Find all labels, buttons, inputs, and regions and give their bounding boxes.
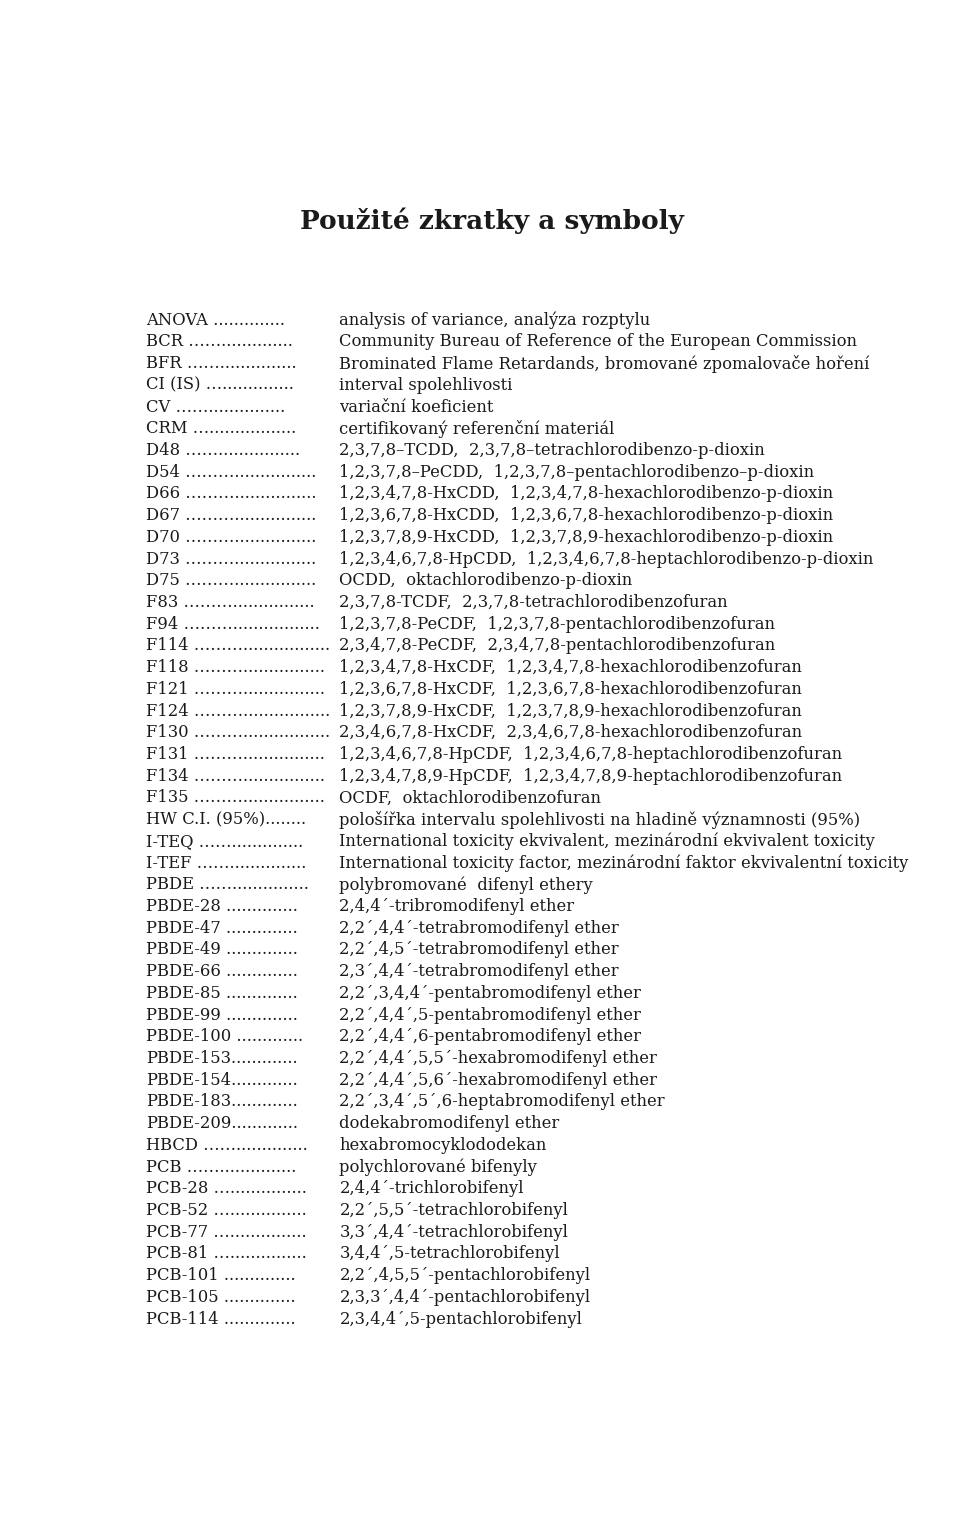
Text: 2,2´,4,5´-tetrabromodifenyl ether: 2,2´,4,5´-tetrabromodifenyl ether (340, 941, 619, 958)
Text: D73 ………................: D73 ………................ (146, 551, 316, 567)
Text: 2,2´,3,4,4´-pentabromodifenyl ether: 2,2´,3,4,4´-pentabromodifenyl ether (340, 985, 641, 1002)
Text: PBDE-66 ..............: PBDE-66 .............. (146, 964, 298, 980)
Text: 2,3,4,6,7,8-HxCDF,  2,3,4,6,7,8-hexachlorodibenzofuran: 2,3,4,6,7,8-HxCDF, 2,3,4,6,7,8-hexachlor… (340, 725, 803, 741)
Text: 1,2,3,4,7,8-HxCDD,  1,2,3,4,7,8-hexachlorodibenzo-p-dioxin: 1,2,3,4,7,8-HxCDD, 1,2,3,4,7,8-hexachlor… (340, 486, 833, 502)
Text: variační koeficient: variační koeficient (340, 398, 493, 416)
Text: 2,2´,4,4´-tetrabromodifenyl ether: 2,2´,4,4´-tetrabromodifenyl ether (340, 920, 619, 937)
Text: BFR ……...............: BFR ……............... (146, 356, 297, 372)
Text: F94 ……….................: F94 ………................. (146, 616, 320, 632)
Text: PBDE-49 ..............: PBDE-49 .............. (146, 941, 298, 958)
Text: International toxicity ekvivalent, mezinárodní ekvivalent toxicity: International toxicity ekvivalent, mezin… (340, 832, 876, 850)
Text: 1,2,3,7,8,9-HxCDF,  1,2,3,7,8,9-hexachlorodibenzofuran: 1,2,3,7,8,9-HxCDF, 1,2,3,7,8,9-hexachlor… (340, 702, 803, 720)
Text: PBDE-47 ..............: PBDE-47 .............. (146, 920, 298, 937)
Text: PBDE-28 ..............: PBDE-28 .............. (146, 899, 298, 915)
Text: polybromované  difenyl ethery: polybromované difenyl ethery (340, 876, 593, 894)
Text: 2,4,4´-tribromodifenyl ether: 2,4,4´-tribromodifenyl ether (340, 899, 575, 915)
Text: 2,2´,4,4´,5-pentabromodifenyl ether: 2,2´,4,4´,5-pentabromodifenyl ether (340, 1006, 641, 1023)
Text: PCB ……...............: PCB ……............... (146, 1159, 297, 1176)
Text: F135 ………................: F135 ………................ (146, 790, 324, 806)
Text: dodekabromodifenyl ether: dodekabromodifenyl ether (340, 1115, 560, 1132)
Text: 1,2,3,7,8,9-HxCDD,  1,2,3,7,8,9-hexachlorodibenzo-p-dioxin: 1,2,3,7,8,9-HxCDD, 1,2,3,7,8,9-hexachlor… (340, 530, 833, 546)
Text: 3,3´,4,4´-tetrachlorobifenyl: 3,3´,4,4´-tetrachlorobifenyl (340, 1224, 568, 1241)
Text: 2,3´,4,4´-tetrabromodifenyl ether: 2,3´,4,4´-tetrabromodifenyl ether (340, 964, 619, 980)
Text: PCB-114 ..............: PCB-114 .............. (146, 1310, 296, 1327)
Text: 2,2´,3,4´,5´,6-heptabromodifenyl ether: 2,2´,3,4´,5´,6-heptabromodifenyl ether (340, 1094, 665, 1111)
Text: 2,3,7,8-TCDF,  2,3,7,8-tetrachlorodibenzofuran: 2,3,7,8-TCDF, 2,3,7,8-tetrachlorodibenzo… (340, 595, 728, 611)
Text: 1,2,3,7,8-PeCDF,  1,2,3,7,8-pentachlorodibenzofuran: 1,2,3,7,8-PeCDF, 1,2,3,7,8-pentachlorodi… (340, 616, 776, 632)
Text: F83 ………................: F83 ………................ (146, 595, 315, 611)
Text: D70 ………................: D70 ………................ (146, 530, 317, 546)
Text: PCB-52 …...............: PCB-52 …............... (146, 1201, 307, 1219)
Text: PCB-77 …...............: PCB-77 …............... (146, 1224, 306, 1241)
Text: CV ……...............: CV ……............... (146, 398, 285, 416)
Text: 2,2´,4,4´,5,6´-hexabromodifenyl ether: 2,2´,4,4´,5,6´-hexabromodifenyl ether (340, 1071, 658, 1089)
Text: D54 ………................: D54 ………................ (146, 463, 317, 481)
Text: Použité zkratky a symboly: Použité zkratky a symboly (300, 207, 684, 233)
Text: F114 ……….................: F114 ………................. (146, 637, 330, 655)
Text: 2,3,4,4´,5-pentachlorobifenyl: 2,3,4,4´,5-pentachlorobifenyl (340, 1310, 583, 1327)
Text: OCDF,  oktachlorodibenzofuran: OCDF, oktachlorodibenzofuran (340, 790, 602, 806)
Text: D66 ………................: D66 ………................ (146, 486, 317, 502)
Text: F124 ……….................: F124 ………................. (146, 702, 330, 720)
Text: 1,2,3,4,6,7,8-HpCDD,  1,2,3,4,6,7,8-heptachlorodibenzo-p-dioxin: 1,2,3,4,6,7,8-HpCDD, 1,2,3,4,6,7,8-hepta… (340, 551, 874, 567)
Text: PBDE ……...............: PBDE ……............... (146, 876, 309, 893)
Text: 2,2´,4,5,5´-pentachlorobifenyl: 2,2´,4,5,5´-pentachlorobifenyl (340, 1266, 590, 1285)
Text: PBDE-183.............: PBDE-183............. (146, 1094, 298, 1111)
Text: HW C.I. (95%)........: HW C.I. (95%)........ (146, 811, 306, 828)
Text: 1,2,3,7,8–PeCDD,  1,2,3,7,8–pentachlorodibenzo–p-dioxin: 1,2,3,7,8–PeCDD, 1,2,3,7,8–pentachlorodi… (340, 463, 815, 481)
Text: F118 ………................: F118 ………................ (146, 660, 325, 676)
Text: BCR ……..............: BCR …….............. (146, 333, 293, 351)
Text: analysis of variance, analýza rozptylu: analysis of variance, analýza rozptylu (340, 312, 651, 328)
Text: International toxicity factor, mezinárodní faktor ekvivalentní toxicity: International toxicity factor, mezinárod… (340, 855, 909, 871)
Text: Brominated Flame Retardands, bromované zpomalovače hoření: Brominated Flame Retardands, bromované z… (340, 354, 870, 372)
Text: PCB-81 …...............: PCB-81 …............... (146, 1245, 307, 1262)
Text: D48 ……................: D48 ……................ (146, 442, 300, 458)
Text: PBDE-154.............: PBDE-154............. (146, 1071, 298, 1089)
Text: PBDE-99 ..............: PBDE-99 .............. (146, 1006, 298, 1023)
Text: 2,2´,5,5´-tetrachlorobifenyl: 2,2´,5,5´-tetrachlorobifenyl (340, 1201, 568, 1219)
Text: 2,4,4´-trichlorobifenyl: 2,4,4´-trichlorobifenyl (340, 1180, 524, 1197)
Text: PBDE-85 ..............: PBDE-85 .............. (146, 985, 298, 1002)
Text: hexabromocyklododekan: hexabromocyklododekan (340, 1136, 547, 1154)
Text: 2,2´,4,4´,6-pentabromodifenyl ether: 2,2´,4,4´,6-pentabromodifenyl ether (340, 1029, 641, 1045)
Text: ANOVA ..............: ANOVA .............. (146, 312, 285, 328)
Text: CRM ….................: CRM …................. (146, 421, 297, 437)
Text: PBDE-209.............: PBDE-209............. (146, 1115, 298, 1132)
Text: OCDD,  oktachlorodibenzo-p-dioxin: OCDD, oktachlorodibenzo-p-dioxin (340, 572, 633, 589)
Text: 1,2,3,4,7,8-HxCDF,  1,2,3,4,7,8-hexachlorodibenzofuran: 1,2,3,4,7,8-HxCDF, 1,2,3,4,7,8-hexachlor… (340, 660, 803, 676)
Text: D67 ………................: D67 ………................ (146, 507, 317, 523)
Text: 3,4,4´,5-tetrachlorobifenyl: 3,4,4´,5-tetrachlorobifenyl (340, 1245, 560, 1262)
Text: 1,2,3,4,7,8,9-HpCDF,  1,2,3,4,7,8,9-heptachlorodibenzofuran: 1,2,3,4,7,8,9-HpCDF, 1,2,3,4,7,8,9-hepta… (340, 767, 843, 785)
Text: pološířka intervalu spolehlivosti na hladině významnosti (95%): pološířka intervalu spolehlivosti na hla… (340, 811, 860, 829)
Text: D75 ………................: D75 ………................ (146, 572, 316, 589)
Text: PCB-101 ..............: PCB-101 .............. (146, 1266, 296, 1285)
Text: 1,2,3,4,6,7,8-HpCDF,  1,2,3,4,6,7,8-heptachlorodibenzofuran: 1,2,3,4,6,7,8-HpCDF, 1,2,3,4,6,7,8-hepta… (340, 746, 843, 763)
Text: 2,3,4,7,8-PeCDF,  2,3,4,7,8-pentachlorodibenzofuran: 2,3,4,7,8-PeCDF, 2,3,4,7,8-pentachlorodi… (340, 637, 776, 655)
Text: certifikovaný referenční materiál: certifikovaný referenční materiál (340, 419, 614, 437)
Text: 2,3,3´,4,4´-pentachlorobifenyl: 2,3,3´,4,4´-pentachlorobifenyl (340, 1289, 590, 1306)
Text: 2,2´,4,4´,5,5´-hexabromodifenyl ether: 2,2´,4,4´,5,5´-hexabromodifenyl ether (340, 1050, 658, 1067)
Text: F121 ………................: F121 ………................ (146, 681, 325, 697)
Text: F131 ………................: F131 ………................ (146, 746, 324, 763)
Text: PBDE-153.............: PBDE-153............. (146, 1050, 298, 1067)
Text: interval spolehlivosti: interval spolehlivosti (340, 377, 513, 393)
Text: PBDE-100 .............: PBDE-100 ............. (146, 1029, 303, 1045)
Text: I-TEF ……...............: I-TEF ……............... (146, 855, 306, 871)
Text: PCB-105 ..............: PCB-105 .............. (146, 1289, 296, 1306)
Text: PCB-28 …...............: PCB-28 …............... (146, 1180, 307, 1197)
Text: 2,3,7,8–TCDD,  2,3,7,8–tetrachlorodibenzo-p-dioxin: 2,3,7,8–TCDD, 2,3,7,8–tetrachlorodibenzo… (340, 442, 765, 458)
Text: I-TEQ ……..............: I-TEQ …….............. (146, 832, 303, 850)
Text: Community Bureau of Reference of the European Commission: Community Bureau of Reference of the Eur… (340, 333, 857, 351)
Text: HBCD ……..............: HBCD …….............. (146, 1136, 308, 1154)
Text: polychlorované bifenyly: polychlorované bifenyly (340, 1159, 538, 1176)
Text: 1,2,3,6,7,8-HxCDF,  1,2,3,6,7,8-hexachlorodibenzofuran: 1,2,3,6,7,8-HxCDF, 1,2,3,6,7,8-hexachlor… (340, 681, 803, 697)
Text: 1,2,3,6,7,8-HxCDD,  1,2,3,6,7,8-hexachlorodibenzo-p-dioxin: 1,2,3,6,7,8-HxCDD, 1,2,3,6,7,8-hexachlor… (340, 507, 833, 523)
Text: F130 ……….................: F130 ………................. (146, 725, 330, 741)
Text: F134 ………................: F134 ………................ (146, 767, 325, 785)
Text: CI (IS) …..............: CI (IS) ….............. (146, 377, 294, 393)
